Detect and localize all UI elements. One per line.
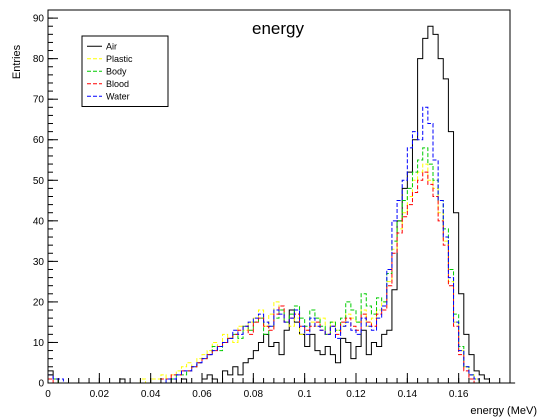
- x-tick-label: 0.04: [141, 389, 161, 400]
- x-axis-label: energy (MeV): [470, 405, 537, 417]
- y-tick-label: 10: [33, 338, 45, 349]
- legend: Air Plastic Body Blood Water: [81, 35, 169, 107]
- legend-label-water: Water: [106, 91, 130, 101]
- y-tick-label: 80: [33, 54, 45, 65]
- y-tick-label: 70: [33, 95, 45, 106]
- y-tick-label: 90: [33, 14, 45, 25]
- y-tick-label: 40: [33, 216, 45, 227]
- x-tick-label: 0.06: [192, 389, 212, 400]
- x-tick-label: 0.16: [449, 389, 469, 400]
- axis-ticks: 0 0.02 0.04 0.06 0.08 0.1 0.12 0.14 0.16 0 10 20 30 4…: [33, 9, 511, 400]
- y-tick-label: 0: [38, 379, 44, 390]
- x-tick-label: 0.08: [244, 389, 264, 400]
- chart-title: energy: [252, 19, 304, 38]
- x-tick-label: 0.02: [90, 389, 110, 400]
- legend-label-air: Air: [106, 41, 117, 51]
- legend-label-blood: Blood: [106, 79, 129, 89]
- y-tick-label: 30: [33, 257, 45, 268]
- legend-label-plastic: Plastic: [106, 54, 133, 64]
- y-tick-label: 60: [33, 135, 45, 146]
- x-tick-label: 0: [45, 389, 51, 400]
- x-tick-label: 0.12: [346, 389, 366, 400]
- series-water-line: [48, 106, 510, 384]
- x-tick-label: 0.14: [398, 389, 418, 400]
- y-tick-label: 20: [33, 297, 45, 308]
- x-tick-label: 0.1: [298, 389, 312, 400]
- legend-label-body: Body: [106, 66, 127, 76]
- y-tick-label: 50: [33, 176, 45, 187]
- y-axis-label: Entries: [11, 44, 23, 79]
